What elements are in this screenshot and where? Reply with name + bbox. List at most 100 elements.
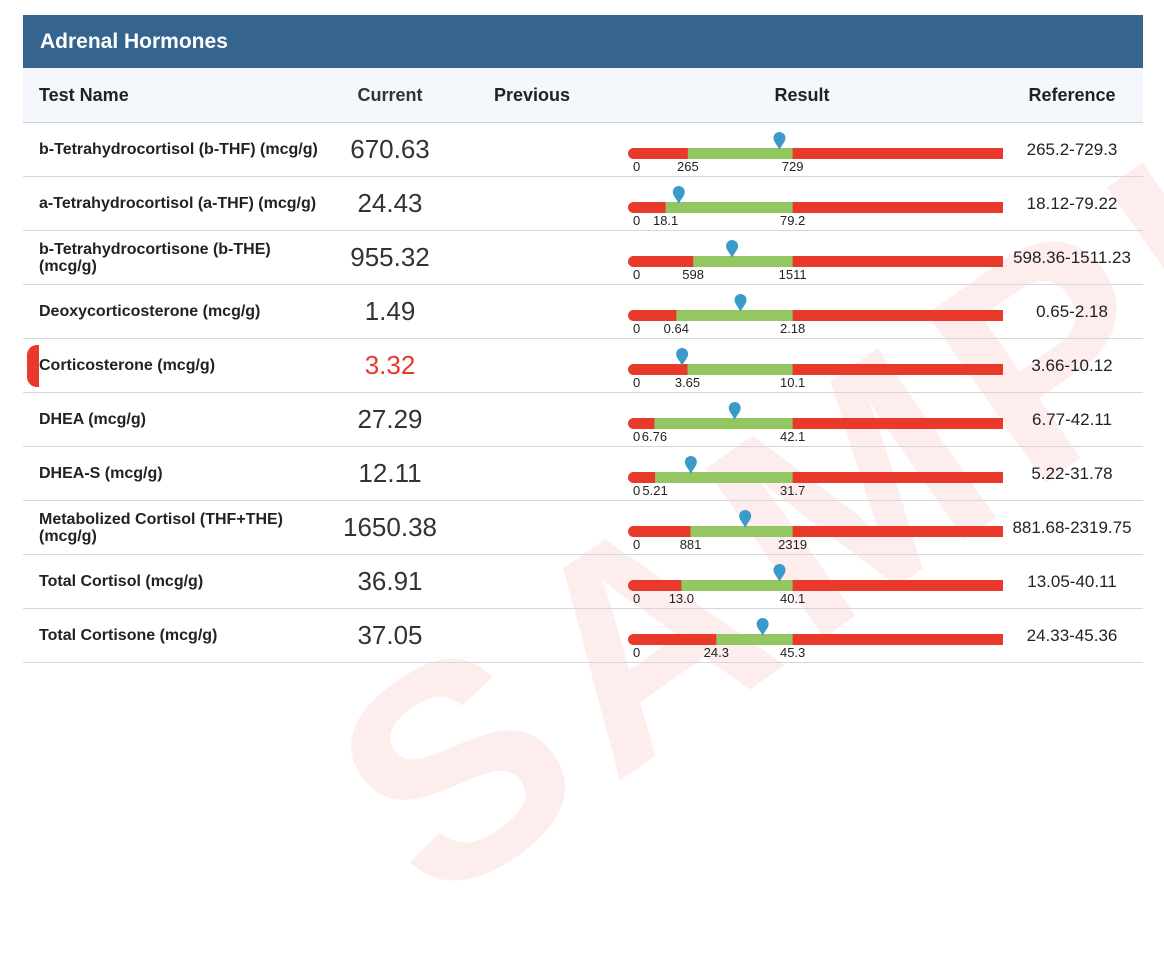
- table-row: Deoxycorticosterone (mcg/g) 1.49 0.65-2.18…: [23, 285, 1143, 339]
- test-name: Total Cortisol (mcg/g): [39, 573, 204, 590]
- gauge-scale-label: 0: [633, 321, 640, 336]
- reference-range: 13.05-40.11: [1027, 571, 1117, 591]
- current-value: 24.43: [357, 188, 423, 218]
- result-gauge: 0 3.65 10.1: [628, 348, 1003, 390]
- gauge-normal-range: [716, 634, 793, 645]
- gauge-scale-label: 0: [633, 159, 640, 174]
- gauge-scale-label: 2.18: [780, 321, 805, 336]
- test-name: b-Tetrahydrocortisol (b-THF) (mcg/g): [39, 141, 318, 158]
- current-value: 36.91: [357, 566, 423, 596]
- gauge-scale-label: 42.1: [780, 429, 805, 444]
- test-name: b-Tetrahydrocortisone (b-THE) (mcg/g): [39, 240, 271, 275]
- result-gauge: 0 0.64 2.18: [628, 294, 1003, 336]
- gauge-normal-range: [690, 526, 793, 537]
- reference-range: 5.22-31.78: [1031, 463, 1113, 483]
- result-gauge: 0 13.0 40.1: [628, 564, 1003, 606]
- gauge-normal-range: [655, 472, 793, 483]
- gauge-scale-label: 0: [633, 645, 640, 660]
- current-marker: [726, 240, 739, 258]
- gauge-scale-label: 40.1: [780, 591, 805, 606]
- gauge-scale-label: 6.76: [642, 429, 667, 444]
- gauge-scale-label: 0: [633, 267, 640, 282]
- column-header: Previous: [494, 84, 571, 105]
- table-body: b-Tetrahydrocortisol (b-THF) (mcg/g) 670.…: [23, 123, 1143, 663]
- reference-range: 6.77-42.11: [1031, 409, 1113, 429]
- gauge-scale-label: 31.7: [780, 483, 805, 498]
- current-marker: [773, 132, 786, 150]
- reference-range: 24.33-45.36: [1026, 625, 1118, 645]
- current-value: 27.29: [357, 404, 423, 434]
- gauge-scale-label: 1511: [779, 267, 807, 282]
- gauge-bar: [628, 634, 1003, 645]
- table-row: Total Cortisone (mcg/g) 37.05 24.33-45.36 0…: [23, 609, 1143, 663]
- column-header: Test Name: [39, 84, 129, 105]
- table-row: DHEA (mcg/g) 27.29 6.77-42.11 0 6.76 42.1: [23, 393, 1143, 447]
- test-name: Corticosterone (mcg/g): [39, 357, 216, 374]
- gauge-scale-label: 0: [633, 483, 640, 498]
- gauge-bar: [628, 256, 1003, 267]
- current-marker: [773, 564, 786, 582]
- reference-range: 598.36-1511.23: [1013, 247, 1131, 267]
- result-gauge: 0 881 2319: [628, 510, 1003, 552]
- column-header: Reference: [1028, 84, 1116, 105]
- table-row: Metabolized Cortisol (THF+THE) (mcg/g) 16…: [23, 501, 1143, 555]
- gauge-scale-label: 2319: [778, 537, 807, 552]
- table-row: b-Tetrahydrocortisone (b-THE) (mcg/g) 955…: [23, 231, 1143, 285]
- result-gauge: 0 6.76 42.1: [628, 402, 1003, 444]
- gauge-normal-range: [687, 364, 793, 375]
- reference-range: 3.66-10.12: [1031, 355, 1113, 375]
- current-value: 37.05: [357, 620, 423, 650]
- result-gauge: 0 598 1511: [628, 240, 1003, 282]
- gauge-scale-label: 79.2: [780, 213, 805, 228]
- gauge-scale-label: 0: [633, 429, 640, 444]
- reference-range: 0.65-2.18: [1036, 301, 1108, 321]
- current-value: 1.49: [364, 296, 416, 326]
- gauge-normal-range: [687, 148, 793, 159]
- gauge-scale-label: 0: [633, 213, 640, 228]
- current-value: 3.32: [364, 350, 416, 380]
- gauge-normal-range: [681, 580, 793, 591]
- reference-range: 881.68-2319.75: [1012, 517, 1132, 537]
- gauge-scale-label: 3.65: [675, 375, 700, 390]
- test-name: DHEA (mcg/g): [39, 411, 146, 428]
- page: SAMPLE Adrenal Hormones Test Name Curren…: [23, 0, 1164, 964]
- gauge-scale-label: 45.3: [780, 645, 805, 660]
- flag-indicator: [27, 345, 39, 387]
- table-row: a-Tetrahydrocortisol (a-THF) (mcg/g) 24.4…: [23, 177, 1143, 231]
- gauge-normal-range: [665, 202, 793, 213]
- column-header: Result: [774, 84, 830, 105]
- current-marker: [672, 186, 685, 204]
- result-gauge: 0 5.21 31.7: [628, 456, 1003, 498]
- current-marker: [728, 402, 741, 420]
- result-gauge: 0 265 729: [628, 132, 1003, 174]
- table-row: DHEA-S (mcg/g) 12.11 5.22-31.78 0 5.21 31.7: [23, 447, 1143, 501]
- gauge-scale-label: 0: [633, 375, 640, 390]
- result-gauge: 0 24.3 45.3: [628, 618, 1003, 660]
- gauge-scale-label: 0: [633, 591, 640, 606]
- column-header: Current: [357, 84, 423, 105]
- gauge-normal-range: [654, 418, 793, 429]
- gauge-scale-label: 881: [680, 537, 702, 552]
- table-row: Total Cortisol (mcg/g) 36.91 13.05-40.11 0 1…: [23, 555, 1143, 609]
- table: Adrenal Hormones Test Name Current Previ…: [23, 15, 1143, 663]
- gauge-scale-label: 24.3: [704, 645, 729, 660]
- gauge-scale-label: 10.1: [780, 375, 805, 390]
- gauge-bar: [628, 526, 1003, 537]
- current-marker: [756, 618, 769, 636]
- column-header-row: Test Name Current Previous Result Refere…: [23, 68, 1143, 123]
- test-name: a-Tetrahydrocortisol (a-THF) (mcg/g): [39, 195, 317, 212]
- gauge-scale-label: 729: [782, 159, 804, 174]
- current-marker: [734, 294, 747, 312]
- current-value: 1650.38: [343, 512, 437, 542]
- gauge-normal-range: [693, 256, 793, 267]
- test-name: Metabolized Cortisol (THF+THE) (mcg/g): [39, 510, 283, 545]
- table-row: b-Tetrahydrocortisol (b-THF) (mcg/g) 670.…: [23, 123, 1143, 177]
- test-name: DHEA-S (mcg/g): [39, 465, 163, 482]
- gauge-scale-label: 0.64: [664, 321, 689, 336]
- result-gauge: 0 18.1 79.2: [628, 186, 1003, 228]
- test-name: Total Cortisone (mcg/g): [39, 627, 218, 644]
- current-marker: [684, 456, 697, 474]
- gauge-scale-label: 598: [682, 267, 704, 282]
- table-row: Corticosterone (mcg/g) 3.32 3.66-10.12 0 3.6…: [23, 339, 1143, 393]
- current-value: 12.11: [358, 458, 422, 488]
